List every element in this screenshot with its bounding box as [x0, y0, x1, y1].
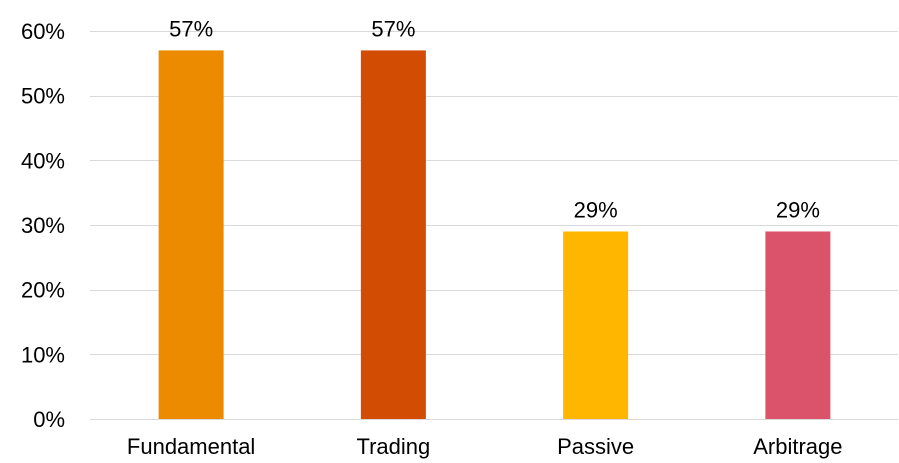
category-label-fundamental: Fundamental — [127, 434, 255, 459]
data-label-fundamental: 57% — [169, 16, 213, 41]
y-tick-label: 50% — [21, 84, 65, 109]
data-labels: 57% 57% 29% 29% — [169, 16, 820, 222]
bar-passive — [563, 231, 629, 419]
category-label-arbitrage: Arbitrage — [753, 434, 842, 459]
y-tick-label: 60% — [21, 19, 65, 44]
category-label-trading: Trading — [356, 434, 430, 459]
y-tick-label: 0% — [33, 407, 65, 432]
data-label-passive: 29% — [574, 197, 618, 222]
y-axis-tick-labels: 0% 10% 20% 30% 40% 50% 60% — [21, 19, 65, 432]
data-label-arbitrage: 29% — [776, 197, 820, 222]
gridlines — [90, 31, 898, 420]
y-tick-label: 20% — [21, 278, 65, 303]
y-tick-label: 40% — [21, 148, 65, 173]
bar-arbitrage — [765, 231, 831, 419]
category-label-passive: Passive — [557, 434, 634, 459]
data-label-trading: 57% — [371, 16, 415, 41]
bar-trading — [360, 50, 426, 420]
y-tick-label: 30% — [21, 213, 65, 238]
bars — [158, 50, 831, 420]
y-tick-label: 10% — [21, 342, 65, 367]
bar-fundamental — [158, 50, 224, 420]
x-axis-category-labels: Fundamental Trading Passive Arbitrage — [127, 434, 843, 459]
